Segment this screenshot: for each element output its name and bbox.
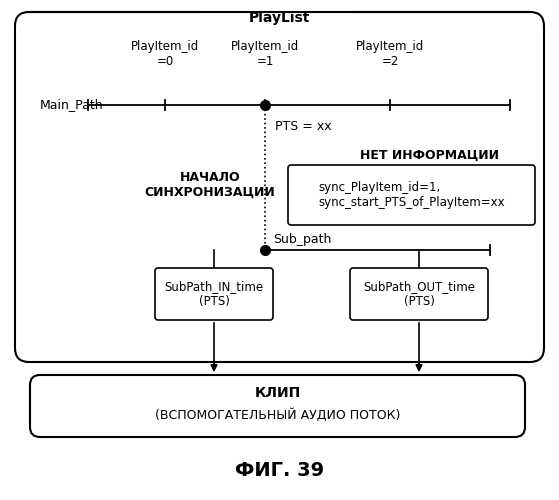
Text: НАЧАЛО
СИНХРОНИЗАЦИИ: НАЧАЛО СИНХРОНИЗАЦИИ [145, 171, 276, 199]
Text: PlayList: PlayList [248, 11, 310, 25]
Text: PlayItem_id
=1: PlayItem_id =1 [231, 40, 299, 68]
FancyBboxPatch shape [288, 165, 535, 225]
Text: КЛИП: КЛИП [254, 386, 301, 400]
FancyBboxPatch shape [30, 375, 525, 437]
Text: SubPath_OUT_time
(PTS): SubPath_OUT_time (PTS) [363, 280, 475, 308]
Text: Main_Path: Main_Path [40, 98, 103, 112]
Text: SubPath_IN_time
(PTS): SubPath_IN_time (PTS) [164, 280, 263, 308]
Text: ФИГ. 39: ФИГ. 39 [235, 460, 324, 479]
FancyBboxPatch shape [155, 268, 273, 320]
Text: PlayItem_id
=2: PlayItem_id =2 [356, 40, 424, 68]
Text: PlayItem_id
=0: PlayItem_id =0 [131, 40, 199, 68]
FancyBboxPatch shape [350, 268, 488, 320]
Text: НЕТ ИНФОРМАЦИИ: НЕТ ИНФОРМАЦИИ [361, 148, 500, 162]
Text: sync_PlayItem_id=1,
sync_start_PTS_of_PlayItem=xx: sync_PlayItem_id=1, sync_start_PTS_of_Pl… [318, 181, 505, 209]
Text: PTS = xx: PTS = xx [275, 120, 331, 134]
Text: (ВСПОМОГАТЕЛЬНЫЙ АУДИО ПОТОК): (ВСПОМОГАТЕЛЬНЫЙ АУДИО ПОТОК) [155, 408, 400, 422]
FancyBboxPatch shape [15, 12, 544, 362]
Text: Sub_path: Sub_path [273, 234, 331, 246]
